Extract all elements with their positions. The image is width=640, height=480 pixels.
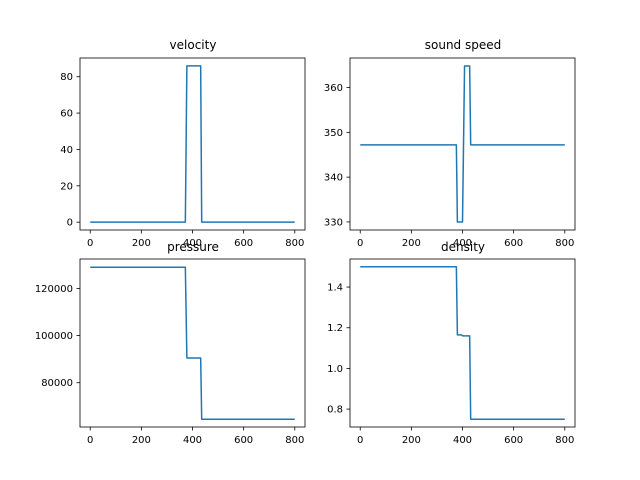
density-panel: 0 200 400 600 800 0.8 1.0 1.2 1.4 density [327, 240, 576, 446]
sound-speed-y-tick-label: 350 [324, 128, 343, 139]
density-series-line-0 [360, 265, 565, 421]
sound-speed-y-tick-label: 340 [324, 173, 343, 184]
velocity-x-tick-label: 400 [183, 238, 202, 249]
velocity-x-tick-label: 600 [234, 238, 253, 249]
pressure-x-tick-label: 800 [285, 435, 304, 446]
density-x-tick-label: 600 [504, 435, 523, 446]
velocity-x-tick-label: 800 [285, 238, 304, 249]
pressure-series-line-0 [90, 266, 295, 420]
density-y-tick-label: 1.0 [327, 364, 343, 375]
velocity-panel: 0 200 400 600 800 0 20 40 60 80 velocity [60, 38, 306, 249]
density-y-tick-label: 0.8 [327, 405, 343, 416]
density-y-tick-label: 1.4 [327, 283, 343, 294]
velocity-title: velocity [170, 38, 217, 52]
sound-speed-title: sound speed [425, 38, 502, 52]
pressure-x-tick-label: 400 [183, 435, 202, 446]
sound-speed-series-line-0 [360, 65, 565, 223]
sound-speed-x-tick-label: 200 [402, 238, 421, 249]
density-y-tick-label: 1.2 [327, 323, 343, 334]
velocity-y-tick-label: 0 [67, 218, 73, 229]
sound-speed-x-tick-label: 400 [453, 238, 472, 249]
pressure-title: pressure [167, 240, 219, 254]
sound-speed-y-tick-label: 330 [324, 217, 343, 228]
velocity-y-tick-label: 80 [60, 72, 73, 83]
pressure-x-tick-label: 200 [132, 435, 151, 446]
velocity-y-tick-label: 40 [60, 145, 73, 156]
density-x-tick-label: 200 [402, 435, 421, 446]
density-x-tick-label: 400 [453, 435, 472, 446]
pressure-x-tick-label: 0 [87, 435, 93, 446]
density-x-tick-label: 0 [357, 435, 363, 446]
pressure-y-tick-label: 80000 [41, 378, 73, 389]
pressure-x-tick-label: 600 [234, 435, 253, 446]
velocity-y-tick-label: 20 [60, 181, 73, 192]
density-title: density [441, 240, 485, 254]
velocity-x-tick-label: 0 [87, 238, 93, 249]
velocity-x-tick-label: 200 [132, 238, 151, 249]
velocity-series-line-0 [90, 65, 295, 223]
density-x-tick-label: 800 [555, 435, 574, 446]
pressure-panel: 0 200 400 600 800 80000 100000 120000 pressure [35, 240, 306, 446]
velocity-y-tick-label: 60 [60, 109, 73, 120]
sound-speed-x-tick-label: 0 [357, 238, 363, 249]
sound-speed-x-tick-label: 600 [504, 238, 523, 249]
sound-speed-x-tick-label: 800 [555, 238, 574, 249]
sound-speed-y-tick-label: 360 [324, 83, 343, 94]
pressure-y-tick-label: 100000 [35, 331, 73, 342]
pressure-y-tick-label: 120000 [35, 284, 73, 295]
sound-speed-panel: 0 200 400 600 800 330 340 350 360 sound speed [324, 38, 576, 249]
